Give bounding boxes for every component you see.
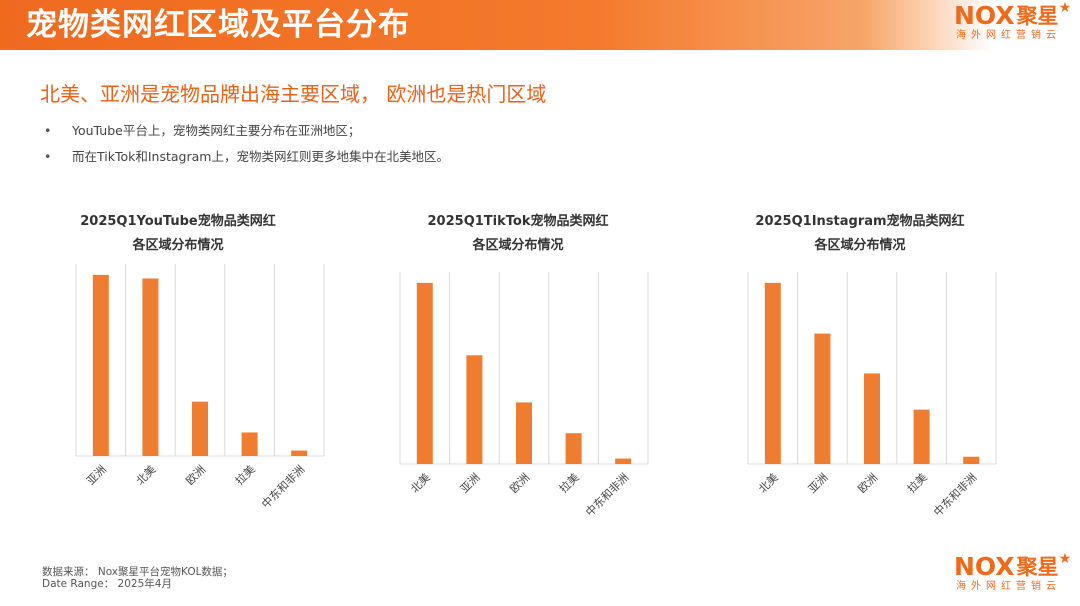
data-source-note: 数据来源： Nox聚星平台宠物KOL数据； Date Range： 2025年4… xyxy=(42,566,233,590)
page-title: 宠物类网红区域及平台分布 xyxy=(26,7,410,43)
category-label: 欧洲 xyxy=(507,471,532,496)
category-label: 拉美 xyxy=(904,470,929,495)
category-label: 亚洲 xyxy=(458,471,483,496)
bar-亚洲 xyxy=(466,355,483,464)
category-label: 亚洲 xyxy=(84,463,109,488)
bar-亚洲 xyxy=(92,274,109,456)
logo-text: NOX xyxy=(954,1,1015,30)
category-label: 北美 xyxy=(134,463,159,488)
source-line: 数据来源： Nox聚星平台宠物KOL数据； xyxy=(42,566,233,578)
chart-title-line1: 2025Q1YouTube宠物品类网红 xyxy=(80,214,276,229)
category-label: 中东和非洲 xyxy=(931,471,979,519)
tiktok-region-bar-chart: 北美 亚洲 欧洲 拉美 中东和非洲 xyxy=(399,272,649,519)
bar-欧洲 xyxy=(192,401,208,456)
chart-title-instagram: 2025Q1Instagram宠物品类网红 各区域分布情况 xyxy=(730,210,990,258)
bar-北美 xyxy=(416,282,433,464)
category-label: 中东和非洲 xyxy=(259,463,307,511)
bar-拉美 xyxy=(565,433,582,464)
category-label: 拉美 xyxy=(232,462,257,487)
nox-logo: NOX 聚星 ★ 海外网红营销云 xyxy=(954,0,1074,46)
bar-拉美 xyxy=(241,432,258,456)
chart-title-line1: 2025Q1Instagram宠物品类网红 xyxy=(755,214,965,229)
category-label: 中东和非洲 xyxy=(583,471,631,519)
chart-title-line2: 各区域分布情况 xyxy=(132,238,224,253)
category-label: 拉美 xyxy=(556,470,581,495)
category-label: 欧洲 xyxy=(855,471,880,496)
logo-subtitle: 海外网红营销云 xyxy=(956,30,1061,41)
star-icon: ★ xyxy=(1058,0,1072,16)
nox-logo-footer: NOX 聚星 ★ 海外网红营销云 xyxy=(954,551,1074,597)
bar-中东和非洲 xyxy=(615,458,632,464)
headline: 北美、亚洲是宠物品牌出海主要区域， 欧洲也是热门区域 xyxy=(40,82,547,106)
chart-title-tiktok: 2025Q1TikTok宠物品类网红 各区域分布情况 xyxy=(388,210,648,258)
bullet-item: YouTube平台上，宠物类网红主要分布在亚洲地区； xyxy=(44,118,449,144)
logo-text: NOX xyxy=(954,552,1015,581)
bar-中东和非洲 xyxy=(963,456,980,464)
chart-title-line1: 2025Q1TikTok宠物品类网红 xyxy=(427,214,609,229)
instagram-region-bar-chart: 北美 亚洲 欧洲 拉美 中东和非洲 xyxy=(747,272,997,519)
bullet-list: YouTube平台上，宠物类网红主要分布在亚洲地区； 而在TikTok和Inst… xyxy=(44,118,449,170)
star-icon: ★ xyxy=(1058,551,1072,567)
bullet-item: 而在TikTok和Instagram上，宠物类网红则更多地集中在北美地区。 xyxy=(44,144,449,170)
date-range-line: Date Range： 2025年4月 xyxy=(42,578,172,590)
bar-北美 xyxy=(764,282,781,464)
logo-cn-text: 聚星 xyxy=(1016,555,1059,579)
header-banner xyxy=(0,0,1080,50)
category-label: 北美 xyxy=(408,471,433,496)
category-label: 亚洲 xyxy=(806,471,831,496)
logo-subtitle: 海外网红营销云 xyxy=(956,581,1061,592)
chart-title-line2: 各区域分布情况 xyxy=(472,238,564,253)
chart-title-youtube: 2025Q1YouTube宠物品类网红 各区域分布情况 xyxy=(48,210,308,258)
logo-cn-text: 聚星 xyxy=(1016,4,1059,28)
category-label: 北美 xyxy=(756,471,781,496)
bar-拉美 xyxy=(913,409,930,464)
bar-北美 xyxy=(142,278,159,456)
bar-亚洲 xyxy=(814,333,831,464)
chart-title-line2: 各区域分布情况 xyxy=(814,238,906,253)
bar-中东和非洲 xyxy=(291,450,308,456)
youtube-region-bar-chart: 亚洲 北美 欧洲 拉美 中东和非洲 xyxy=(75,264,325,511)
category-label: 欧洲 xyxy=(183,463,208,488)
bar-欧洲 xyxy=(516,402,532,464)
bar-欧洲 xyxy=(864,373,880,464)
